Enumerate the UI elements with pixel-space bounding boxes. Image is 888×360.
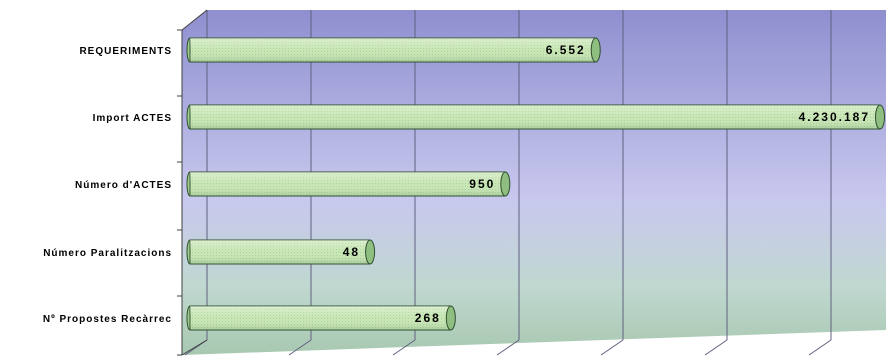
value-label: 4.230.187 (799, 110, 870, 124)
bar (186, 171, 511, 197)
value-label: 6.552 (546, 43, 586, 57)
value-label: 48 (343, 245, 360, 259)
plot-background (182, 10, 886, 355)
category-labels: REQUERIMENTS Import ACTES Número d'ACTES Nú… (43, 46, 172, 325)
category-label: Número Paralitzacions (43, 248, 172, 259)
gridline-depth (392, 339, 416, 356)
category-label: Número d'ACTES (75, 180, 172, 191)
bar (186, 104, 885, 130)
category-label: REQUERIMENTS (79, 46, 172, 57)
value-labels: 6.552 4.230.187 950 48 268 (343, 43, 870, 325)
bar (186, 37, 601, 63)
bar (186, 239, 376, 265)
gridline-depth (808, 339, 832, 356)
bar (186, 305, 456, 331)
floor-edge (181, 339, 208, 356)
gridline-depth (704, 339, 728, 356)
category-ticks (177, 29, 182, 356)
category-label: Nº Propostes Recàrrec (43, 314, 172, 325)
axis-depth-top (181, 9, 208, 31)
gridline-depth (288, 339, 312, 356)
gridline-depth (600, 339, 624, 356)
value-label: 268 (415, 311, 441, 325)
value-label: 950 (469, 177, 495, 191)
gridline-depth (496, 339, 520, 356)
category-label: Import ACTES (93, 113, 172, 124)
bars (186, 37, 885, 331)
